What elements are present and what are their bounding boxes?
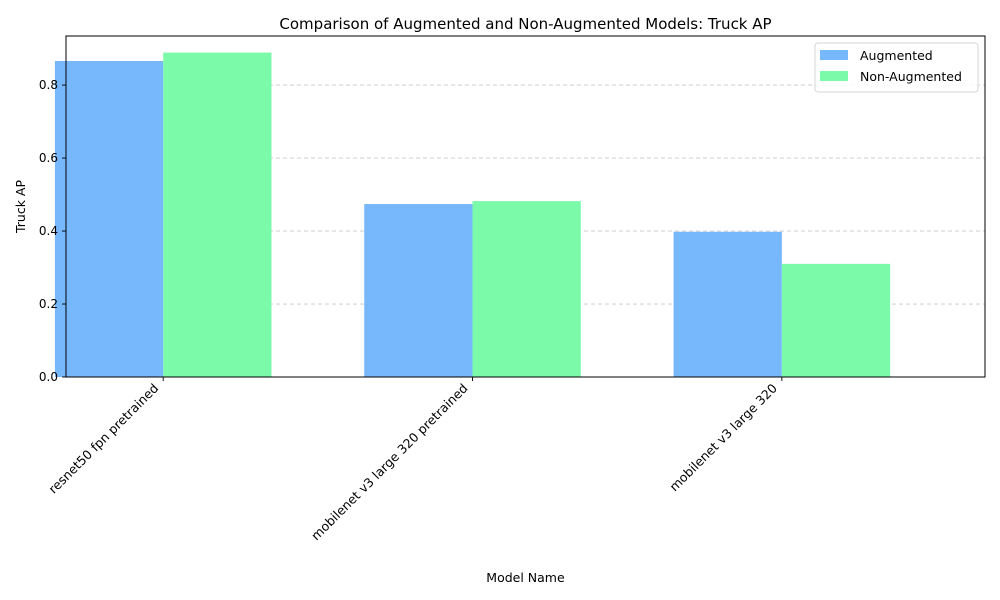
bar-non-augmented <box>781 263 891 377</box>
legend-label: Non-Augmented <box>860 69 962 84</box>
x-tick-label: resnet50 fpn pretrained <box>45 381 161 497</box>
legend: Augmented Non-Augmented <box>814 42 979 93</box>
bar-non-augmented <box>472 201 581 377</box>
bar-non-augmented <box>163 52 272 377</box>
y-tick-label: 0.0 <box>39 370 58 384</box>
chart-title: Comparison of Augmented and Non-Augmente… <box>279 15 771 33</box>
y-axis-label: Truck AP <box>13 180 28 234</box>
y-axis: 0.0 0.2 0.4 0.6 0.8 <box>39 78 66 384</box>
x-tick-label: mobilenet v3 large 320 <box>666 380 780 494</box>
bar-augmented <box>54 60 164 377</box>
legend-box <box>814 42 979 93</box>
legend-swatch <box>820 71 848 81</box>
legend-label: Augmented <box>860 48 933 63</box>
bars-group <box>54 52 891 377</box>
x-axis: resnet50 fpn pretrained mobilenet v3 larg… <box>45 377 783 544</box>
y-tick-label: 0.2 <box>39 297 58 311</box>
y-tick-label: 0.8 <box>39 78 58 92</box>
plot-frame <box>65 35 986 378</box>
x-axis-label: Model Name <box>486 570 565 585</box>
x-tick-label: mobilenet v3 large 320 pretrained <box>308 381 471 544</box>
bar-augmented <box>673 231 782 377</box>
y-tick-label: 0.4 <box>39 224 58 238</box>
y-tick-label: 0.6 <box>39 151 58 165</box>
legend-swatch <box>820 50 848 60</box>
bar-augmented <box>364 204 473 377</box>
